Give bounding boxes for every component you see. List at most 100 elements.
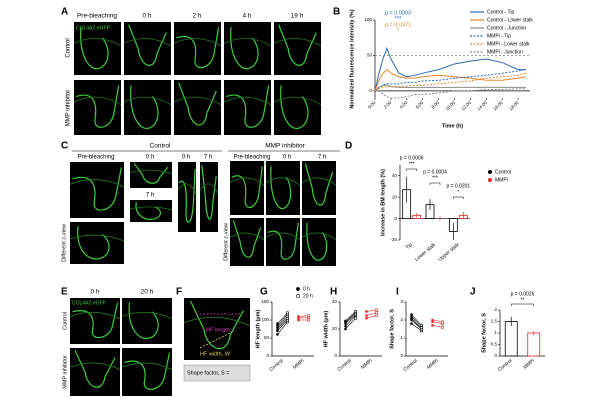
pair-line	[411, 314, 422, 326]
micrograph	[184, 298, 250, 360]
y-tick-label: 0	[494, 353, 497, 358]
pair-line	[432, 325, 443, 328]
y-tick-label: 20	[392, 194, 398, 199]
legend-label: MMPi - Junction	[487, 49, 523, 55]
legend-swatch	[488, 170, 492, 174]
column-header: 7 h	[318, 155, 326, 161]
micrograph	[274, 22, 321, 75]
basement-membrane-faint	[123, 96, 172, 106]
basement-membrane-faint	[121, 362, 173, 370]
basement-membrane-faint	[273, 96, 322, 106]
y-tick-label: 40	[332, 299, 338, 304]
annotation: p = 0.0371	[385, 22, 411, 28]
y-axis-label: Normalized fluorescence intensity (%)	[349, 9, 355, 108]
x-tick-label: Control	[402, 358, 418, 373]
series-line	[375, 88, 527, 99]
panel-letter: C	[61, 141, 68, 152]
p-value: p = 0.0004	[423, 169, 447, 175]
basement-membrane-faint	[199, 183, 219, 194]
pair-line	[277, 316, 288, 328]
legend-swatch	[296, 287, 300, 291]
panel-letter: G	[260, 287, 268, 298]
bar	[527, 332, 541, 357]
x-axis-label: Time (h)	[442, 123, 463, 129]
point-before	[410, 318, 413, 322]
basement-membrane	[306, 222, 328, 261]
y-tick-label: 1.5	[491, 319, 498, 324]
point-before	[431, 318, 434, 322]
legend-swatch	[488, 178, 492, 182]
series-line	[374, 69, 527, 92]
basement-membrane-faint	[129, 169, 173, 175]
width-label: HF width, W	[200, 351, 231, 357]
y-axis-label: Shape factor, S	[481, 313, 487, 353]
pair-line	[277, 312, 288, 324]
point-after	[306, 314, 311, 318]
y-axis-label: Increase in BM length (%)	[380, 169, 386, 236]
basement-membrane	[278, 24, 317, 66]
point-before	[410, 315, 413, 318]
point-after	[440, 325, 445, 329]
pair-line	[366, 309, 377, 312]
point-after	[374, 311, 379, 315]
point-after	[419, 323, 424, 328]
annotation: ***	[394, 17, 402, 23]
row-label: MMP inhibitor	[66, 90, 72, 127]
x-tick-label: 16:00	[492, 100, 504, 112]
panel-letter: E	[61, 287, 68, 298]
basement-membrane-faint	[123, 38, 172, 47]
column-header: 4 h	[242, 13, 251, 20]
y-tick-label: 1	[400, 335, 403, 340]
legend-label: Control - Tip	[487, 9, 514, 15]
pair-line	[345, 312, 356, 323]
column-header: Pre-bleaching	[233, 155, 270, 161]
basement-membrane	[72, 302, 119, 339]
point-before	[276, 333, 279, 336]
y-tick-label: 0	[369, 88, 372, 93]
formula-box	[183, 364, 251, 382]
point-before	[344, 327, 347, 331]
basement-membrane	[77, 226, 110, 260]
y-tick-label: -20	[390, 237, 397, 242]
column-header: 7 h	[204, 155, 212, 161]
group-title: Control	[150, 143, 172, 150]
pair-line	[298, 315, 309, 317]
basement-membrane	[267, 222, 299, 260]
legend-swatch	[296, 294, 300, 298]
basement-membrane-faint	[69, 362, 121, 370]
panel-letter: H	[330, 287, 337, 298]
basement-membrane-faint	[273, 38, 322, 47]
basement-membrane	[231, 166, 263, 208]
significance-bracket	[511, 303, 534, 306]
point-before	[431, 324, 434, 327]
point-before	[410, 316, 413, 320]
pair-line	[411, 317, 422, 330]
legend-label: Control - Lower stalk	[487, 17, 533, 23]
point-before	[297, 315, 300, 318]
significance-bracket	[429, 182, 441, 185]
basement-membrane	[135, 202, 161, 220]
y-tick-label: 0	[266, 353, 269, 358]
x-tick-label: MMPi	[292, 358, 306, 371]
row-label: Different z-view	[61, 224, 67, 262]
basement-membrane-faint	[265, 177, 301, 186]
point-before	[431, 320, 434, 324]
pair-line	[345, 317, 356, 330]
row-label: Control	[62, 312, 68, 330]
point-after	[353, 316, 358, 320]
pair-line	[366, 315, 377, 319]
basement-membrane-faint	[121, 311, 173, 320]
series-line	[374, 84, 527, 92]
x-tick-label: 4:00	[399, 100, 409, 110]
y-tick-label: 0	[400, 353, 403, 358]
basement-membrane	[133, 162, 169, 184]
x-tick-label: Lower stalk	[414, 242, 438, 263]
point-before	[276, 322, 279, 325]
column-header: 0 h	[283, 155, 291, 161]
annotation: p = 0.0003	[385, 10, 411, 16]
pair-line	[277, 314, 288, 326]
y-tick-label: 2	[494, 307, 497, 312]
significance-stars: **	[521, 297, 525, 303]
basement-membrane	[190, 300, 244, 350]
pair-line	[277, 321, 288, 335]
